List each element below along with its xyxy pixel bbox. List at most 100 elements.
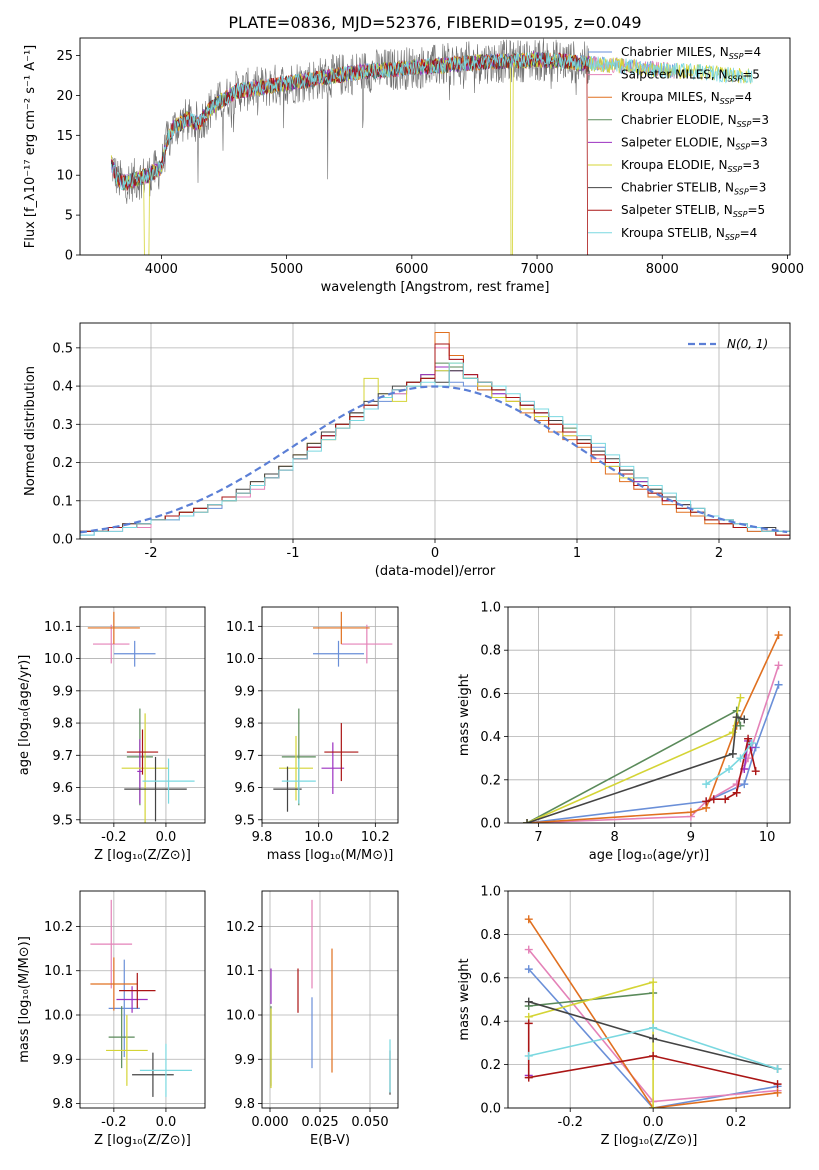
y-tick-label: 0.2: [480, 1058, 501, 1073]
y-tick-label: 10.1: [44, 620, 73, 635]
axes-frame: [79, 37, 791, 256]
weight-marker: [732, 788, 741, 797]
plot-area: [524, 915, 782, 1108]
y-axis-label: mass [log₁₀(M/M⊙)]: [17, 936, 32, 1063]
weight-marker: [736, 754, 745, 763]
weight-series-1: [527, 665, 780, 823]
weight-series-5: [528, 981, 654, 1108]
y-tick-label: 0.2: [52, 456, 73, 471]
panel-weight_vs_Z: -0.2 0.0 0.2 0.0 0.2 0.4 0.6 0.8 1.0 Z [log₁₀(Z/Z…: [457, 885, 791, 1148]
x-tick-label: 0.050: [351, 1115, 388, 1130]
plot-area: [523, 631, 783, 823]
model-spectrum-5: [110, 52, 753, 255]
x-tick-label: 7000: [521, 262, 554, 277]
y-tick-label: 9.7: [234, 749, 255, 764]
y-tick-label: 9.7: [52, 749, 73, 764]
weight-marker: [649, 1051, 658, 1060]
y-tick-label: 1.0: [480, 885, 501, 900]
weight-marker: [774, 680, 783, 689]
weight-marker: [523, 819, 532, 823]
x-tick-label: 2: [715, 546, 723, 561]
panel-weight_vs_age: 7 8 9 10 0.0 0.2 0.4 0.6 0.8 1.0 age [log₁₀(age/yr…: [457, 601, 791, 863]
y-tick-label: 0.8: [480, 644, 501, 659]
legend-entry: Chabrier STELIB, NSSP=3: [621, 181, 766, 197]
weight-marker: [732, 713, 741, 722]
y-tick-label: 10.1: [44, 964, 73, 979]
normal-legend-label: N(0, 1): [727, 337, 768, 351]
x-tick-label: 0.0: [156, 1115, 177, 1130]
x-tick-label: 5000: [270, 262, 303, 277]
weight-marker: [649, 1034, 658, 1043]
legend-entry: Salpeter ELODIE, NSSP=3: [621, 135, 768, 151]
x-axis-label: E(B-V): [310, 1133, 350, 1148]
axes-frame: [79, 322, 791, 540]
weight-marker: [649, 1104, 658, 1108]
x-axis-label: (data-model)/error: [375, 564, 496, 579]
weight-marker: [524, 1019, 533, 1028]
weight-marker: [725, 765, 734, 773]
weight-marker: [740, 715, 749, 724]
plot-area: [270, 899, 391, 1095]
plot-area: [273, 611, 393, 812]
x-axis-label: wavelength [Angstrom, rest frame]: [321, 280, 550, 295]
legend: Chabrier MILES, NSSP=4 Salpeter MILES, NS…: [588, 45, 769, 242]
y-axis-label: mass weight: [457, 674, 472, 756]
legend-entry: Kroupa STELIB, NSSP=4: [621, 226, 757, 242]
axes-frame: [261, 606, 399, 824]
y-tick-label: 10.0: [226, 1009, 255, 1024]
y-tick-label: 9.6: [234, 781, 255, 796]
x-tick-label: 0.025: [301, 1115, 338, 1130]
weight-series-8: [705, 742, 753, 785]
y-tick-label: 0.2: [480, 773, 501, 788]
y-axis-label: mass weight: [457, 958, 472, 1040]
y-tick-label: 10.1: [226, 964, 255, 979]
y-tick-label: 9.9: [234, 1053, 255, 1068]
weight-marker: [740, 780, 749, 789]
weight-marker: [774, 661, 783, 670]
x-tick-label: 1: [573, 546, 581, 561]
axes-frame: [261, 890, 399, 1109]
weight-marker: [524, 997, 533, 1006]
x-tick-label: -0.2: [558, 1115, 583, 1130]
y-tick-label: 9.6: [52, 781, 73, 796]
y-tick-label: 0.6: [480, 971, 501, 986]
legend-entry: Chabrier ELODIE, NSSP=3: [621, 113, 769, 129]
plot-area: [80, 332, 790, 539]
weight-series-7: [527, 1023, 778, 1085]
panel-mass_vs_EBV: 0.000 0.025 0.050 9.8 9.9 10.0 10.1 10.2 E(B-V): [226, 890, 399, 1148]
legend-entry: Kroupa ELODIE, NSSP=3: [621, 158, 760, 174]
y-tick-label: 10.0: [44, 652, 73, 667]
weight-marker: [702, 780, 711, 789]
weight-marker: [524, 1051, 533, 1060]
weight-marker: [721, 795, 730, 804]
normal-curve: [80, 385, 788, 534]
y-tick-label: 25: [56, 49, 73, 64]
legend-entry: Salpeter MILES, NSSP=5: [621, 68, 760, 84]
y-tick-label: 9.9: [234, 684, 255, 699]
panel-spectrum: 4000 5000 6000 7000 8000 9000 0 5 10 15 20 25 wavele…: [23, 13, 804, 295]
weight-series-5: [526, 697, 742, 823]
x-tick-label: 9000: [771, 262, 804, 277]
plot-area: [90, 899, 192, 1097]
weight-marker: [736, 721, 745, 730]
weight-series-6: [526, 716, 745, 823]
axes-frame: [507, 890, 791, 1109]
legend-entry: Kroupa MILES, NSSP=4: [621, 90, 752, 106]
y-tick-label: 0.5: [52, 341, 73, 356]
weight-marker: [744, 734, 753, 743]
y-tick-label: 20: [56, 89, 73, 104]
weight-marker: [773, 1064, 782, 1073]
x-tick-label: 6000: [395, 262, 428, 277]
x-tick-label: 4000: [145, 262, 178, 277]
panel-age_vs_Z: -0.2 0.0 9.5 9.6 9.7 9.8 9.9 10.0 10.1 Z [log₁₀(Z…: [17, 606, 206, 863]
y-tick-label: 9.5: [52, 813, 73, 828]
y-axis-label: Normed distribution: [23, 366, 38, 496]
y-tick-label: 0.4: [480, 1015, 501, 1030]
y-tick-label: 9.8: [234, 1097, 255, 1112]
x-tick-label: 8000: [646, 262, 679, 277]
y-tick-label: 9.9: [52, 684, 73, 699]
y-tick-label: 10.1: [226, 620, 255, 635]
x-axis-label: Z [log₁₀(Z/Z⊙)]: [601, 1133, 698, 1148]
x-tick-label: 10.0: [304, 830, 333, 845]
